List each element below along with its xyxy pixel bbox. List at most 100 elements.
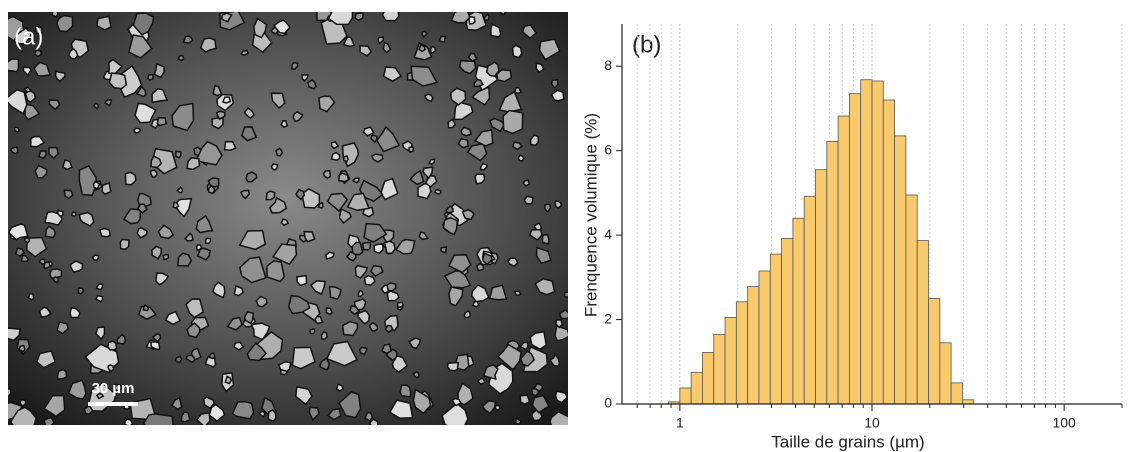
- grain: [428, 158, 436, 165]
- x-tick-label: 1: [676, 415, 684, 431]
- grain: [554, 324, 568, 342]
- grain: [476, 377, 486, 385]
- grain: [223, 140, 237, 151]
- grain: [26, 236, 48, 258]
- grain: [391, 355, 409, 374]
- grain: [246, 342, 268, 362]
- grain: [335, 383, 345, 392]
- grain: [8, 327, 21, 342]
- grain: [134, 102, 157, 124]
- grain: [43, 416, 55, 425]
- grain: [177, 54, 185, 62]
- grain: [243, 106, 256, 120]
- grain: [226, 316, 243, 331]
- grain: [243, 311, 255, 325]
- grain: [342, 155, 349, 164]
- grain: [453, 101, 474, 121]
- bar: [735, 301, 749, 405]
- grain: [239, 256, 267, 284]
- grain: [220, 12, 233, 23]
- grain: [519, 350, 536, 367]
- grain: [255, 295, 268, 308]
- sem-image: (a) 30 µm: [8, 12, 568, 425]
- grain: [488, 284, 508, 301]
- grain: [67, 47, 79, 60]
- grain: [186, 322, 201, 339]
- grain: [357, 289, 364, 298]
- grain: [563, 291, 568, 299]
- grain: [388, 399, 414, 420]
- grain: [238, 229, 267, 251]
- bar: [826, 140, 839, 405]
- grain: [221, 96, 232, 104]
- grain: [342, 36, 356, 48]
- grain: [92, 102, 100, 110]
- bar: [848, 93, 862, 405]
- grain: [467, 52, 478, 62]
- grain: [519, 394, 531, 406]
- grain: [309, 280, 327, 296]
- grain: [114, 383, 123, 392]
- grain: [34, 25, 43, 35]
- grain: [412, 370, 420, 379]
- grain: [77, 287, 85, 295]
- grain: [463, 310, 472, 319]
- grain: [231, 400, 255, 420]
- grain: [176, 186, 184, 194]
- grain: [266, 259, 286, 283]
- grain: [175, 150, 182, 159]
- grain: [496, 343, 522, 371]
- y-tick-label: 2: [604, 310, 612, 326]
- grain: [95, 294, 104, 303]
- grain: [450, 397, 462, 407]
- grain: [555, 319, 564, 329]
- grain: [208, 352, 216, 360]
- grain: [184, 232, 194, 242]
- grain: [460, 126, 473, 137]
- grain: [22, 66, 32, 77]
- grain: [95, 283, 104, 291]
- grain: [351, 241, 364, 256]
- grain: [529, 330, 548, 351]
- grain: [128, 34, 153, 59]
- grain: [357, 309, 371, 325]
- grain: [136, 226, 148, 239]
- grain: [43, 394, 66, 418]
- grain: [107, 340, 118, 351]
- grain: [208, 403, 226, 423]
- grain: [91, 254, 100, 262]
- bar: [792, 217, 805, 405]
- y-axis-label: Frenquence volumique (%): [581, 113, 600, 317]
- grain: [519, 341, 529, 351]
- grain: [107, 364, 115, 372]
- grain: [446, 361, 460, 372]
- grain: [270, 163, 279, 172]
- grain: [354, 12, 365, 22]
- grain: [474, 173, 486, 185]
- grain: [277, 361, 292, 373]
- grains: [8, 12, 568, 425]
- grain: [13, 126, 20, 133]
- grain: [364, 411, 374, 422]
- grain: [325, 307, 334, 316]
- grain: [174, 355, 183, 364]
- grain: [535, 246, 552, 265]
- grain: [78, 165, 98, 197]
- grain: [531, 394, 550, 414]
- grain: [19, 398, 27, 407]
- scale-bar-label: 30 µm: [92, 380, 135, 397]
- grain: [342, 320, 359, 337]
- grain: [442, 216, 458, 236]
- grain: [369, 264, 384, 278]
- grain: [33, 61, 52, 77]
- grain: [207, 184, 216, 194]
- grain: [399, 384, 412, 398]
- grain: [196, 247, 212, 261]
- grain: [447, 254, 472, 274]
- grain: [233, 284, 244, 297]
- bar: [769, 253, 782, 405]
- grain: [370, 133, 378, 144]
- grain: [309, 328, 316, 335]
- grain: [150, 341, 161, 351]
